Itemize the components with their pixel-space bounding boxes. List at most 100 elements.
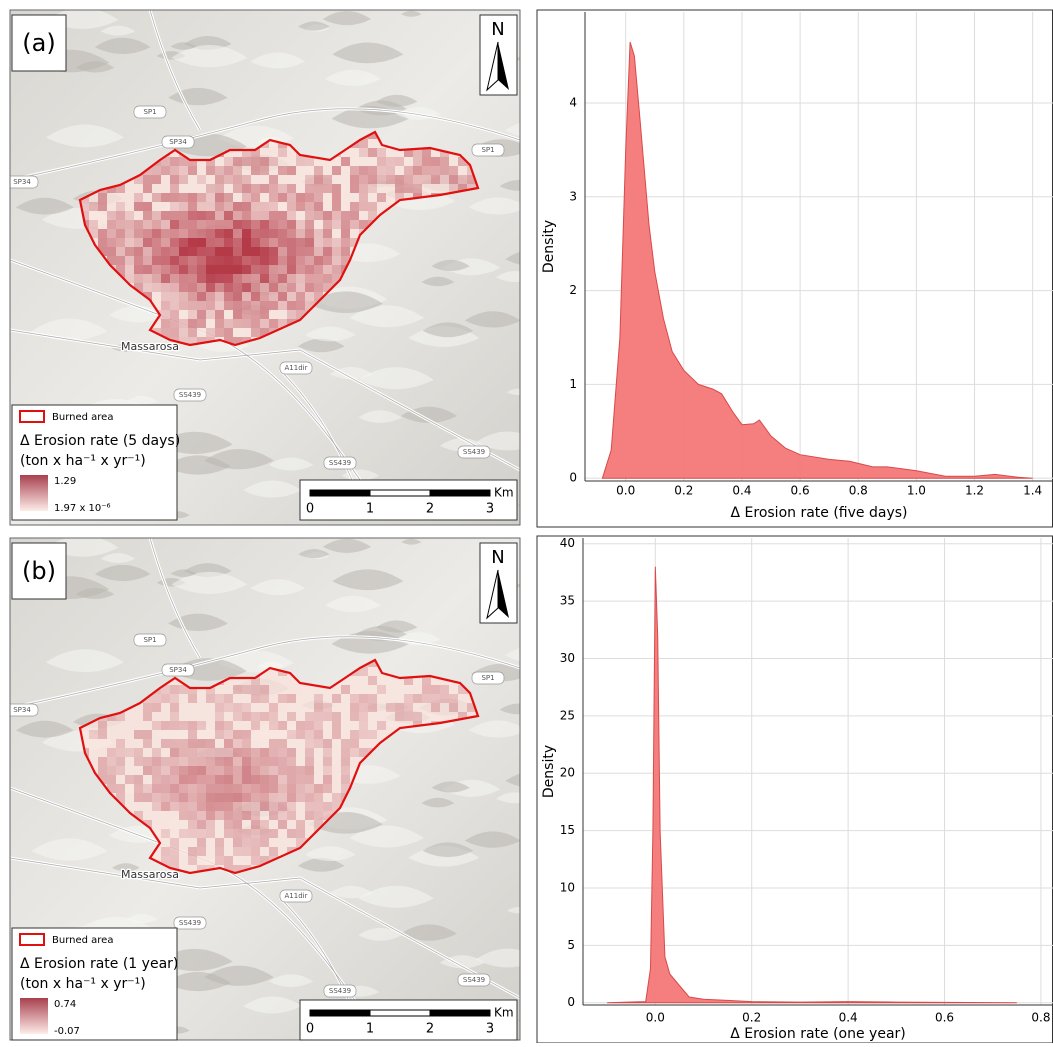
raster-cell <box>332 238 341 247</box>
raster-cell <box>143 220 152 229</box>
raster-cell <box>179 721 188 730</box>
raster-cell <box>251 328 260 337</box>
raster-cell <box>143 184 152 193</box>
raster-cell <box>188 301 197 310</box>
raster-cell <box>179 238 188 247</box>
raster-cell <box>188 694 197 703</box>
raster-cell <box>170 703 179 712</box>
raster-cell <box>224 766 233 775</box>
raster-cell <box>206 283 215 292</box>
road-label: SP1 <box>143 108 156 116</box>
raster-cell <box>179 328 188 337</box>
raster-cell <box>242 283 251 292</box>
raster-cell <box>251 283 260 292</box>
raster-cell <box>179 229 188 238</box>
raster-cell <box>179 748 188 757</box>
raster-cell <box>269 265 278 274</box>
raster-cell <box>305 784 314 793</box>
raster-cell <box>188 220 197 229</box>
raster-cell <box>251 712 260 721</box>
raster-cell <box>197 820 206 829</box>
raster-cell <box>143 247 152 256</box>
x-tick-label: 1.0 <box>907 484 926 498</box>
raster-cell <box>206 310 215 319</box>
raster-cell <box>143 256 152 265</box>
raster-cell <box>170 247 179 256</box>
raster-cell <box>197 301 206 310</box>
raster-cell <box>224 301 233 310</box>
raster-cell <box>224 328 233 337</box>
raster-cell <box>287 784 296 793</box>
raster-cell <box>368 703 377 712</box>
raster-cell <box>224 157 233 166</box>
raster-cell <box>233 292 242 301</box>
raster-cell <box>323 784 332 793</box>
raster-cell <box>116 256 125 265</box>
raster-cell <box>404 712 413 721</box>
raster-cell <box>233 829 242 838</box>
raster-cell <box>98 193 107 202</box>
raster-cell <box>332 256 341 265</box>
raster-cell <box>386 166 395 175</box>
raster-cell <box>296 283 305 292</box>
raster-cell <box>188 274 197 283</box>
raster-cell <box>161 319 170 328</box>
raster-cell <box>224 166 233 175</box>
raster-cell <box>242 256 251 265</box>
x-tick-label: 0.4 <box>732 484 751 498</box>
raster-cell <box>314 811 323 820</box>
raster-cell <box>242 157 251 166</box>
raster-cell <box>161 229 170 238</box>
raster-cell <box>242 220 251 229</box>
raster-cell <box>260 694 269 703</box>
raster-cell <box>170 319 179 328</box>
raster-cell <box>197 265 206 274</box>
raster-cell <box>152 703 161 712</box>
legend-max: 0.74 <box>54 999 76 1010</box>
raster-cell <box>152 748 161 757</box>
raster-cell <box>296 274 305 283</box>
raster-cell <box>215 175 224 184</box>
raster-cell <box>224 703 233 712</box>
raster-cell <box>305 283 314 292</box>
raster-cell <box>305 265 314 274</box>
raster-cell <box>161 847 170 856</box>
raster-cell <box>251 721 260 730</box>
raster-cell <box>152 766 161 775</box>
raster-cell <box>269 256 278 265</box>
raster-cell <box>233 838 242 847</box>
raster-cell <box>296 784 305 793</box>
raster-cell <box>305 274 314 283</box>
raster-cell <box>224 202 233 211</box>
raster-cell <box>251 220 260 229</box>
raster-cell <box>332 247 341 256</box>
raster-cell <box>206 784 215 793</box>
raster-cell <box>305 157 314 166</box>
road-label: SP1 <box>481 146 494 154</box>
raster-cell <box>260 220 269 229</box>
raster-cell <box>152 175 161 184</box>
raster-cell <box>197 319 206 328</box>
y-tick-label: 5 <box>567 938 575 952</box>
raster-cell <box>368 184 377 193</box>
raster-cell <box>251 847 260 856</box>
raster-cell <box>287 247 296 256</box>
raster-cell <box>260 301 269 310</box>
raster-cell <box>260 292 269 301</box>
scale-box <box>300 1000 517 1040</box>
town-label: Massarosa <box>121 868 179 881</box>
raster-cell <box>260 748 269 757</box>
raster-cell <box>278 721 287 730</box>
raster-cell <box>260 784 269 793</box>
raster-cell <box>305 220 314 229</box>
raster-cell <box>215 856 224 865</box>
raster-cell <box>170 220 179 229</box>
raster-cell <box>242 766 251 775</box>
raster-cell <box>233 283 242 292</box>
raster-cell <box>431 166 440 175</box>
panel-label: (a) <box>22 29 55 57</box>
raster-cell <box>143 238 152 247</box>
y-tick-label: 30 <box>560 651 575 665</box>
raster-cell <box>224 247 233 256</box>
raster-cell <box>233 166 242 175</box>
